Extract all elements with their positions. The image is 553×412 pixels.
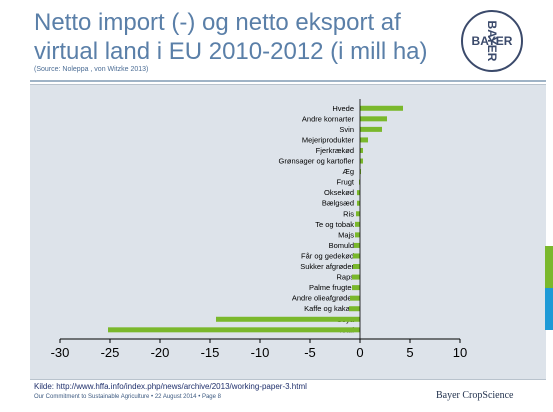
bar [360,169,361,175]
bar [353,253,360,259]
footer-note: Our Commitment to Sustainable Agricultur… [34,394,221,400]
x-tick-label: -10 [251,345,270,360]
category-label: Fjerkrækød [316,146,354,155]
category-label: Grønsager og kartofler [279,157,355,166]
bar [357,190,360,196]
bar [359,179,360,185]
x-tick-label: -25 [101,345,120,360]
x-tick-label: -5 [304,345,316,360]
category-label: Majs [338,230,354,239]
category-label: Mejeriprodukter [302,135,355,144]
category-label: Frugt [336,178,354,187]
chart-title: Netto import (-) og netto eksport af vir… [34,9,428,65]
title-divider [30,80,546,82]
category-label: Får og gedekød [301,251,354,260]
category-label: Sukker afgrøder [300,262,354,271]
bar [360,137,368,143]
bayer-logo: BAYER BAYER [461,10,523,72]
bar [352,274,360,280]
footer-source-link[interactable]: Kilde: http://www.hffa.info/index.php/ne… [34,382,307,391]
bar [108,327,360,333]
chart-area: Hvede Andre kornarter Svin Mejeriprodukter F… [30,84,546,380]
bar [216,316,360,322]
bar [350,295,360,301]
bar [352,285,360,291]
category-label: Kaffe og kakao [304,304,354,313]
bar [360,116,387,122]
side-accent-blue [545,288,553,330]
category-label: Svin [339,125,354,134]
x-tick-label: -20 [151,345,170,360]
bar [360,105,403,111]
category-label: Æg [342,167,354,176]
side-accent-green [545,246,553,288]
x-tick-label: 0 [356,345,363,360]
x-tick-label: -15 [201,345,220,360]
bar [354,242,360,248]
bar [360,158,363,164]
bar [355,221,360,227]
source-note: (Source: Noleppa , von Witzke 2013) [34,66,149,73]
category-label: Oksekød [324,188,354,197]
category-label: Bomuld [329,241,354,250]
bar [360,147,363,153]
category-label: Andre olieafgrøder [292,294,355,303]
brand-name: Bayer CropScience [436,390,514,401]
logo-text-vertical: BAYER [485,21,499,62]
category-label: Bælgsæd [322,199,354,208]
bar [349,306,360,312]
bar [356,211,360,217]
bar [357,200,360,206]
x-tick-label: 10 [453,345,467,360]
category-label: Te og tobak [315,220,354,229]
logo-text-horizontal: BAYER [472,34,513,48]
category-label: Hvede [332,104,354,113]
category-label: Raps [336,273,354,282]
bar [355,232,360,238]
x-tick-label: -30 [51,345,70,360]
category-label: Ris [343,209,354,218]
x-tick-label: 5 [406,345,413,360]
category-label: Andre kornarter [302,114,355,123]
bar [353,264,360,270]
category-label: Palme frugter [309,283,355,292]
bar [360,126,382,132]
